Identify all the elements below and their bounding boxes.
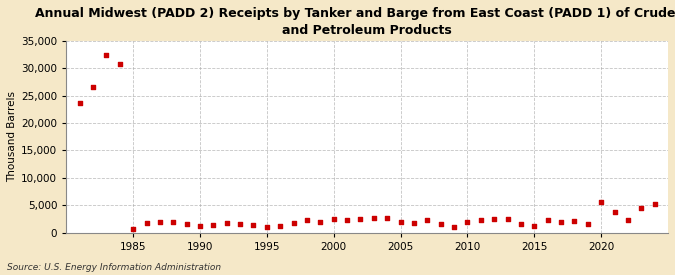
Point [141,221,152,225]
Point [622,218,633,222]
Point [128,227,138,231]
Point [395,219,406,224]
Point [181,222,192,226]
Point [516,222,526,226]
Point [288,221,299,226]
Point [235,222,246,227]
Point [422,218,433,223]
Point [261,225,272,229]
Point [221,221,232,226]
Point [596,200,607,205]
Point [315,220,326,224]
Point [155,220,165,224]
Point [382,216,393,221]
Point [302,218,313,223]
Point [168,219,179,224]
Point [529,224,540,228]
Point [609,210,620,214]
Point [114,62,125,67]
Point [475,218,486,223]
Point [435,222,446,227]
Point [502,217,513,222]
Point [462,219,473,224]
Point [248,223,259,228]
Point [101,52,112,57]
Point [449,224,460,229]
Point [489,217,500,221]
Point [636,206,647,211]
Point [275,224,286,228]
Point [556,219,566,224]
Point [542,218,553,222]
Point [355,217,366,222]
Text: Source: U.S. Energy Information Administration: Source: U.S. Energy Information Administ… [7,263,221,272]
Y-axis label: Thousand Barrels: Thousand Barrels [7,91,17,182]
Point [369,216,379,221]
Point [649,201,660,206]
Point [342,218,352,222]
Point [569,219,580,223]
Point [208,223,219,227]
Point [88,85,99,90]
Point [194,224,205,228]
Title: Annual Midwest (PADD 2) Receipts by Tanker and Barge from East Coast (PADD 1) of: Annual Midwest (PADD 2) Receipts by Tank… [35,7,675,37]
Point [583,222,593,227]
Point [74,101,85,105]
Point [408,221,419,225]
Point [328,217,339,222]
